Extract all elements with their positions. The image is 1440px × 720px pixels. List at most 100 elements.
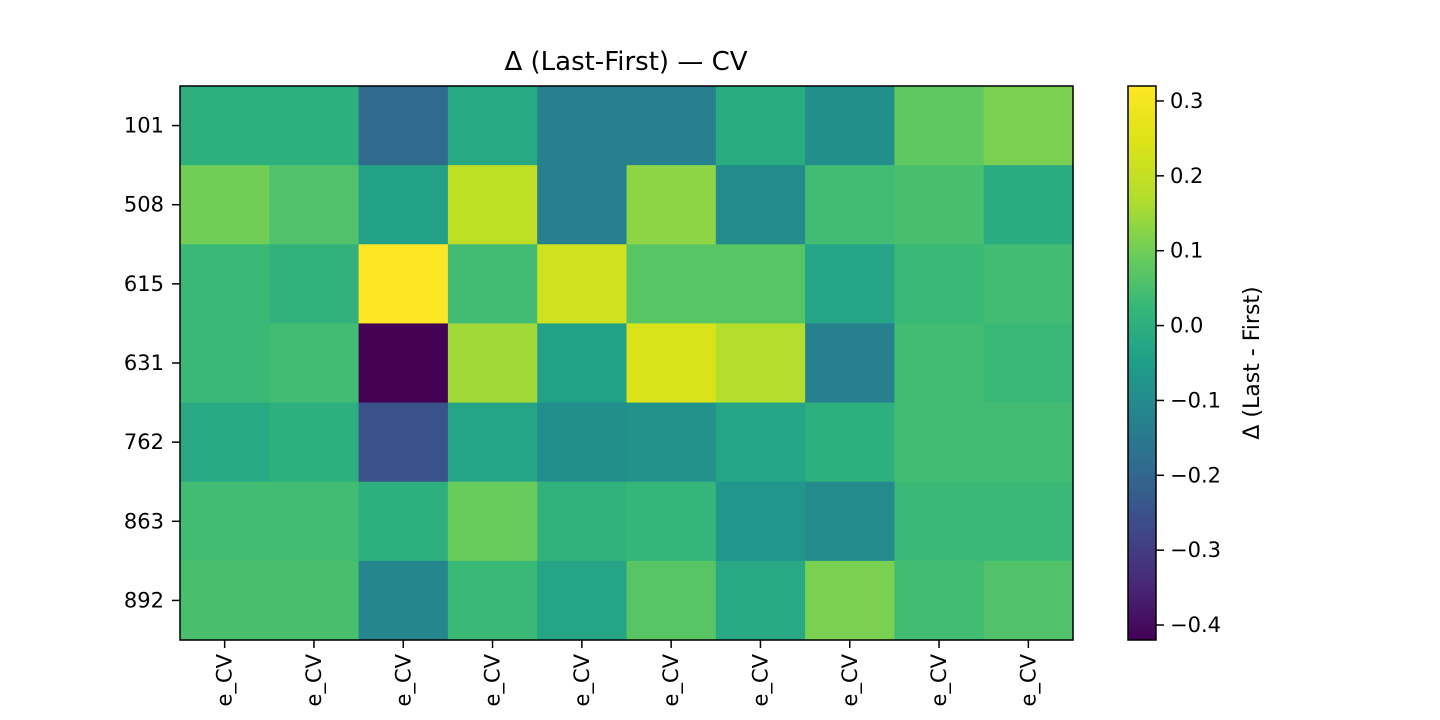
colorbar-tick-label: 0.2	[1170, 164, 1203, 188]
heatmap-cell	[626, 560, 717, 641]
heatmap-cell	[537, 244, 628, 325]
heatmap-cell	[626, 481, 717, 562]
heatmap-cell	[805, 165, 895, 245]
heatmap-cell	[269, 481, 360, 562]
heatmap-cell	[894, 244, 985, 325]
heatmap-cell	[626, 402, 717, 483]
x-tick-label: e_CV	[748, 653, 773, 706]
heatmap-cell	[537, 86, 628, 166]
x-tick-label: e_CV	[481, 653, 506, 706]
x-tick-label: e_CV	[570, 653, 595, 706]
heatmap-cell	[983, 86, 1074, 166]
heatmap-cell	[626, 86, 717, 166]
x-tick-label: e_CV	[927, 653, 952, 706]
y-tick-label: 101	[124, 114, 164, 138]
colorbar-tick-label: −0.2	[1170, 463, 1221, 487]
y-tick-label: 631	[124, 351, 164, 375]
colorbar-ticks: 0.3 0.2 0.1 0.0 −0.1 −0.2 −0.3 −0.4	[1156, 89, 1221, 637]
heatmap-cell	[894, 560, 985, 641]
heatmap-cell	[626, 323, 717, 404]
heatmap-cell	[269, 323, 360, 404]
y-tick-label: 615	[124, 272, 164, 296]
heatmap-cell	[447, 86, 538, 166]
y-tick-label: 762	[124, 430, 164, 454]
heatmap-cell	[180, 165, 270, 245]
heatmap-cell	[358, 481, 449, 562]
x-tick-label: e_CV	[838, 653, 863, 706]
y-tick-label: 508	[124, 193, 164, 217]
heatmap-cell	[715, 323, 806, 404]
heatmap-cell	[894, 86, 985, 166]
heatmap-cell	[180, 244, 270, 325]
heatmap-cell	[269, 86, 360, 166]
x-tick-label: e_CV	[1016, 653, 1041, 706]
heatmap-cell	[180, 481, 270, 562]
heatmap-cell	[983, 165, 1074, 245]
heatmap-cell	[983, 323, 1074, 404]
heatmap-cell	[180, 560, 270, 641]
colorbar-tick-label: 0.3	[1170, 89, 1203, 113]
heatmap-cell	[805, 481, 895, 562]
heatmap-cell	[358, 244, 449, 325]
heatmap-cell	[269, 560, 360, 641]
heatmap-cell	[447, 402, 538, 483]
y-tick-label: 863	[124, 509, 164, 533]
heatmap-cell	[894, 323, 985, 404]
heatmap-cell	[358, 560, 449, 641]
heatmap-cell	[626, 244, 717, 325]
heatmap-cell	[447, 481, 538, 562]
colorbar-tick-label: 0.1	[1170, 239, 1203, 263]
heatmap-cell	[358, 86, 449, 166]
heatmap-cells	[180, 86, 1074, 641]
heatmap-cell	[805, 244, 895, 325]
heatmap-cell	[715, 165, 806, 245]
colorbar-tick-label: −0.4	[1170, 613, 1221, 637]
heatmap-cell	[805, 402, 895, 483]
heatmap-cell	[537, 402, 628, 483]
x-axis: e_CV e_CV e_CV e_CV e_CV e_CV e_CV e_CV e_CV e_CV	[213, 640, 1041, 706]
heatmap-cell	[269, 165, 360, 245]
heatmap-cell	[447, 323, 538, 404]
heatmap-cell	[358, 402, 449, 483]
heatmap-cell	[180, 402, 270, 483]
colorbar-frame	[1127, 85, 1157, 641]
heatmap-cell	[537, 481, 628, 562]
heatmap-cell	[269, 244, 360, 325]
x-tick-label: e_CV	[391, 653, 416, 706]
heatmap-cell	[805, 560, 895, 641]
heatmap-cell	[894, 402, 985, 483]
heatmap-cell	[983, 560, 1074, 641]
y-axis: 101 508 615 631 762 863 892	[124, 114, 180, 612]
heatmap-cell	[715, 244, 806, 325]
heatmap-cell	[983, 244, 1074, 325]
colorbar-tick-label: 0.0	[1170, 314, 1203, 338]
heatmap-cell	[537, 560, 628, 641]
x-tick-label: e_CV	[302, 653, 327, 706]
heatmap-cell	[180, 86, 270, 166]
heatmap-cell	[358, 323, 449, 404]
chart-title: Δ (Last-First) — CV	[504, 47, 747, 77]
heatmap-cell	[894, 165, 985, 245]
heatmap-cell	[180, 323, 270, 404]
x-tick-label: e_CV	[659, 653, 684, 706]
heatmap-cell	[537, 323, 628, 404]
heatmap-cell	[983, 481, 1074, 562]
heatmap-cell	[269, 402, 360, 483]
heatmap-cell	[805, 86, 895, 166]
heatmap-cell	[715, 560, 806, 641]
x-tick-label: e_CV	[213, 653, 238, 706]
heatmap-cell	[983, 402, 1074, 483]
heatmap-cell	[805, 323, 895, 404]
colorbar-tick-label: −0.1	[1170, 388, 1221, 412]
heatmap-cell	[537, 165, 628, 245]
heatmap-cell	[447, 165, 538, 245]
heatmap-cell	[447, 244, 538, 325]
heatmap-cell	[447, 560, 538, 641]
heatmap-cell	[626, 165, 717, 245]
heatmap-cell	[715, 86, 806, 166]
colorbar-label: Δ (Last - First)	[1240, 286, 1265, 439]
heatmap-cell	[358, 165, 449, 245]
colorbar-scale	[1128, 86, 1156, 640]
heatmap-cell	[894, 481, 985, 562]
